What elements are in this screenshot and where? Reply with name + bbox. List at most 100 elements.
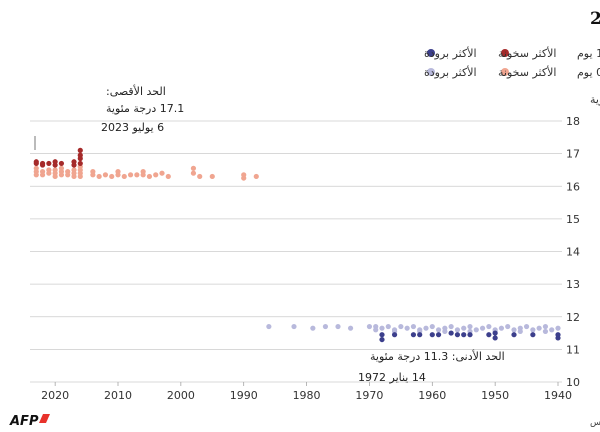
max-annotation: الحد الأقصى: 17.1 درجة مئوية 6 يوليو 202… xyxy=(34,84,184,150)
grid-layer xyxy=(30,120,562,386)
y-tick-label: 17 xyxy=(566,148,580,161)
data-point xyxy=(165,173,171,180)
legend-label-hot-100: الأكثر سخونة xyxy=(498,46,556,60)
x-tick-label: 1980 xyxy=(293,389,321,402)
data-point xyxy=(310,325,316,331)
data-point xyxy=(52,162,58,168)
data-point xyxy=(429,332,435,338)
data-point xyxy=(486,332,492,338)
data-point xyxy=(410,332,417,338)
data-point xyxy=(511,327,517,333)
data-point xyxy=(498,325,505,331)
data-point xyxy=(542,323,549,330)
data-point xyxy=(410,323,417,330)
data-point xyxy=(473,327,479,333)
data-point xyxy=(190,170,197,176)
data-point xyxy=(159,170,165,176)
data-point xyxy=(77,155,83,162)
data-point xyxy=(77,160,83,167)
data-point xyxy=(536,325,542,331)
data-point xyxy=(448,323,454,330)
data-point xyxy=(335,323,341,330)
legend-label-cold-100: الأكثر برودة xyxy=(424,46,477,60)
data-points xyxy=(33,147,561,343)
data-point xyxy=(461,325,467,331)
data-point xyxy=(429,323,435,330)
data-point xyxy=(379,325,385,331)
tick-labels: 10 11 12 13 14 15 16 17 18 2020 2010 2000 1990 1980 19… xyxy=(41,115,580,402)
data-point xyxy=(77,147,83,153)
min-annotation-line-1: الحد الأدنى: 11.3 درجة مئوية xyxy=(370,349,505,363)
legend-label-hot-1000: الأكثر سخونة xyxy=(498,65,556,79)
data-point xyxy=(46,160,52,167)
legend-marker-hot-1000 xyxy=(501,68,509,76)
data-point xyxy=(127,172,134,178)
x-tick-label: 2010 xyxy=(104,389,132,402)
legend-label-cold-1000: الأكثر برودة xyxy=(424,65,477,79)
y-tick-label: 10 xyxy=(566,376,580,389)
data-point xyxy=(398,323,404,330)
data-point xyxy=(454,327,461,333)
afp-logo: AFP xyxy=(9,414,50,429)
data-point xyxy=(322,323,329,330)
data-point xyxy=(454,332,461,338)
data-point xyxy=(492,330,498,336)
data-point xyxy=(291,323,297,330)
data-point xyxy=(523,323,530,330)
data-point xyxy=(65,172,71,178)
data-point xyxy=(77,173,83,180)
data-point xyxy=(266,323,272,330)
data-point xyxy=(140,172,146,178)
data-point xyxy=(71,162,77,168)
data-point xyxy=(115,172,121,178)
x-tick-label: 1940 xyxy=(544,389,572,402)
data-point xyxy=(417,332,423,338)
data-point xyxy=(379,336,385,343)
source-note: المصدر: كوبرنيكوس xyxy=(590,418,600,428)
data-point xyxy=(347,325,354,331)
data-point xyxy=(549,327,555,333)
data-point xyxy=(511,332,517,338)
afp-logo-mark xyxy=(39,414,50,423)
data-point xyxy=(385,323,391,330)
y-tick-label: 13 xyxy=(566,278,580,291)
data-point xyxy=(209,173,215,180)
data-point xyxy=(39,162,46,168)
afp-logo-text: AFP xyxy=(9,414,39,429)
x-tick-label: 1950 xyxy=(481,389,509,402)
data-point xyxy=(461,332,467,338)
min-annotation: الحد الأدنى: 11.3 درجة مئوية 14 يناير 19… xyxy=(358,349,505,384)
data-point xyxy=(435,327,442,333)
data-point xyxy=(530,332,536,338)
y-axis-title: متوسط درجة الحرارة اليومية العالمية، بال… xyxy=(590,93,600,106)
data-point xyxy=(241,175,247,181)
y-tick-label: 14 xyxy=(566,246,580,259)
data-point xyxy=(423,325,429,331)
data-point xyxy=(39,172,46,178)
y-tick-label: 12 xyxy=(566,311,580,324)
legend-group-label-100: الـ 100 يوم xyxy=(577,47,600,60)
x-tick-label: 2000 xyxy=(167,389,195,402)
data-point xyxy=(492,335,498,341)
y-tick-label: 15 xyxy=(566,213,580,226)
data-point xyxy=(46,170,52,176)
data-point xyxy=(134,172,140,178)
chart-legend: الـ 100 يوم الـ 1 000 يوم الأكثر سخونة ا… xyxy=(424,46,600,79)
data-point xyxy=(71,173,77,180)
min-annotation-line-2: 14 يناير 1972 xyxy=(358,371,426,384)
x-tick-label: 1970 xyxy=(355,389,383,402)
data-point xyxy=(479,325,486,331)
data-point xyxy=(366,323,373,330)
data-point xyxy=(109,173,115,180)
data-point xyxy=(467,332,473,338)
data-point xyxy=(404,325,410,331)
y-tick-label: 16 xyxy=(566,180,580,193)
data-point xyxy=(96,173,102,180)
legend-marker-cold-100 xyxy=(427,49,435,57)
legend-marker-hot-100 xyxy=(501,49,509,57)
max-annotation-line-2: 17.1 درجة مئوية xyxy=(106,102,184,115)
data-point xyxy=(58,172,65,178)
data-point xyxy=(435,332,442,338)
chart-title: الـ 100 يوم الأكثر سخونة في العالم منذ ع… xyxy=(590,7,600,29)
